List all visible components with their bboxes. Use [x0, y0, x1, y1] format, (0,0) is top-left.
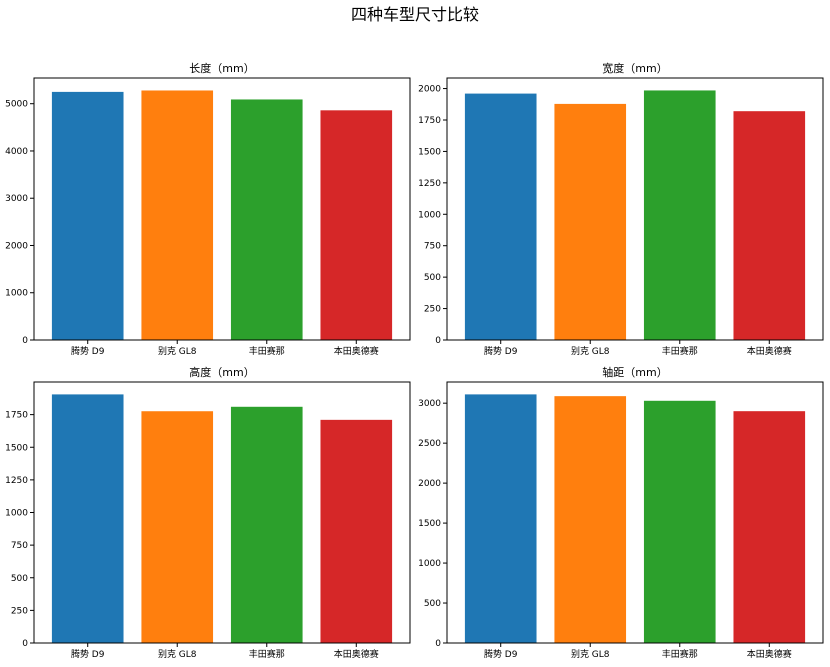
y-tick-label: 1500	[418, 147, 441, 157]
bar	[643, 90, 716, 340]
y-tick-label: 3000	[418, 399, 441, 409]
x-tick-label: 丰田赛那	[662, 648, 698, 660]
bar	[554, 103, 627, 341]
bar	[554, 396, 627, 643]
bar	[464, 93, 537, 340]
axes-frame	[33, 77, 411, 341]
bar	[733, 111, 806, 340]
bar	[230, 99, 303, 341]
x-tick-label: 别克 GL8	[571, 649, 610, 660]
y-tick-label: 750	[11, 541, 28, 551]
y-tick-label: 1500	[418, 519, 441, 529]
x-tick-label: 丰田赛那	[662, 345, 698, 357]
figure-title: 四种车型尺寸比较	[351, 5, 479, 24]
x-tick-label: 别克 GL8	[158, 346, 197, 357]
bar	[141, 411, 214, 643]
subplot-title: 高度（mm）	[189, 365, 254, 379]
bar	[320, 419, 393, 643]
bar	[51, 394, 124, 643]
y-tick-label: 750	[424, 242, 441, 252]
y-tick-label: 1500	[5, 443, 28, 453]
y-tick-label: 0	[435, 336, 441, 346]
x-tick-label: 腾势 D9	[71, 648, 105, 660]
bar	[141, 90, 214, 340]
y-tick-label: 1750	[5, 411, 28, 421]
x-tick-label: 腾势 D9	[484, 345, 518, 357]
x-tick-label: 本田奥德赛	[334, 345, 379, 357]
x-tick-label: 本田奥德赛	[334, 648, 379, 660]
y-tick-label: 500	[11, 574, 28, 584]
subplot-title: 轴距（mm）	[602, 365, 667, 379]
subplot-1: 长度（mm） 0 1000 2000 3000 4000 5000 腾势 D9 别克 GL8 丰田…	[5, 61, 411, 357]
y-tick-label: 1250	[5, 476, 28, 486]
x-tick-label: 别克 GL8	[158, 649, 197, 660]
y-tick-label: 250	[424, 305, 441, 315]
y-tick-label: 2000	[418, 479, 441, 489]
subplot-2: 宽度（mm） 0 250 500 750 1000 1250 1500 1750 2000 腾势 D…	[418, 61, 824, 357]
x-tick-label: 腾势 D9	[484, 648, 518, 660]
y-tick-label: 4000	[5, 147, 28, 157]
y-tick-label: 0	[22, 336, 28, 346]
y-tick-label: 0	[435, 639, 441, 649]
x-tick-label: 别克 GL8	[571, 346, 610, 357]
y-tick-label: 0	[22, 639, 28, 649]
y-tick-label: 2500	[418, 439, 441, 449]
bar	[230, 406, 303, 643]
axes-frame	[446, 77, 824, 341]
x-tick-label: 本田奥德赛	[747, 345, 792, 357]
y-tick-label: 1750	[418, 116, 441, 126]
subplot-title: 宽度（mm）	[602, 61, 667, 75]
y-tick-label: 1250	[418, 179, 441, 189]
axes-frame	[446, 381, 824, 644]
y-tick-label: 3000	[5, 194, 28, 204]
y-tick-label: 2000	[5, 241, 28, 251]
y-tick-label: 500	[424, 273, 441, 283]
x-tick-label: 本田奥德赛	[747, 648, 792, 660]
subplot-3: 高度（mm） 0 250 500 750 1000 1250 1500 1750 腾势 D9 别克 …	[5, 365, 411, 660]
x-tick-label: 丰田赛那	[249, 345, 285, 357]
bar	[51, 91, 124, 340]
y-tick-label: 1000	[418, 210, 441, 220]
y-tick-label: 1000	[5, 509, 28, 519]
subplot-4: 轴距（mm） 0 500 1000 1500 2000 2500 3000 腾势 D9 别克 GL…	[418, 365, 824, 660]
bar	[733, 411, 806, 643]
y-tick-label: 2000	[418, 85, 441, 95]
bar	[643, 400, 716, 643]
y-tick-label: 250	[11, 606, 28, 616]
y-tick-label: 1000	[418, 559, 441, 569]
x-tick-label: 腾势 D9	[71, 345, 105, 357]
y-tick-label: 1000	[5, 289, 28, 299]
y-tick-label: 500	[424, 599, 441, 609]
y-tick-label: 5000	[5, 100, 28, 110]
x-tick-label: 丰田赛那	[249, 648, 285, 660]
subplot-title: 长度（mm）	[189, 61, 254, 75]
bar	[464, 394, 537, 643]
bar	[320, 110, 393, 340]
